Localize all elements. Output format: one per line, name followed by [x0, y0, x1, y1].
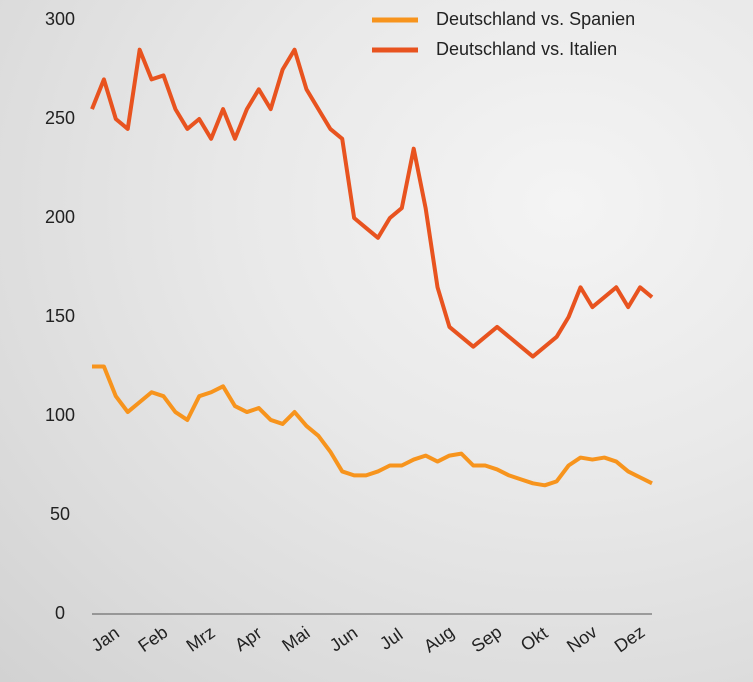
legend-label: Deutschland vs. Italien: [436, 39, 617, 59]
x-tick-label: Aug: [420, 622, 458, 657]
x-tick-label: Feb: [134, 622, 171, 656]
x-tick-label: Sep: [468, 622, 506, 657]
series-line: [92, 50, 652, 357]
y-tick-label: 0: [55, 603, 65, 623]
x-tick-label: Mai: [278, 622, 313, 655]
chart: 0 50 100 150 200 250 300 Jan Feb Mrz Apr Mai Jun Jul A…: [0, 0, 753, 682]
x-tick-label: Dez: [611, 622, 649, 657]
series-line: [92, 367, 652, 486]
x-tick-label: Jul: [376, 624, 406, 654]
y-tick-label: 250: [45, 108, 75, 128]
page: 0 50 100 150 200 250 300 Jan Feb Mrz Apr Mai Jun Jul A…: [0, 0, 753, 682]
y-tick-label: 150: [45, 306, 75, 326]
y-tick-label: 200: [45, 207, 75, 227]
x-tick-label: Okt: [517, 623, 551, 655]
y-tick-label: 50: [50, 504, 70, 524]
y-tick-label: 100: [45, 405, 75, 425]
x-tick-label: Apr: [231, 623, 265, 655]
x-tick-label: Jun: [326, 622, 361, 655]
x-tick-label: Jan: [88, 622, 123, 655]
y-tick-label: 300: [45, 9, 75, 29]
legend-label: Deutschland vs. Spanien: [436, 9, 635, 29]
x-tick-label: Mrz: [183, 622, 219, 656]
x-tick-label: Nov: [563, 622, 601, 657]
